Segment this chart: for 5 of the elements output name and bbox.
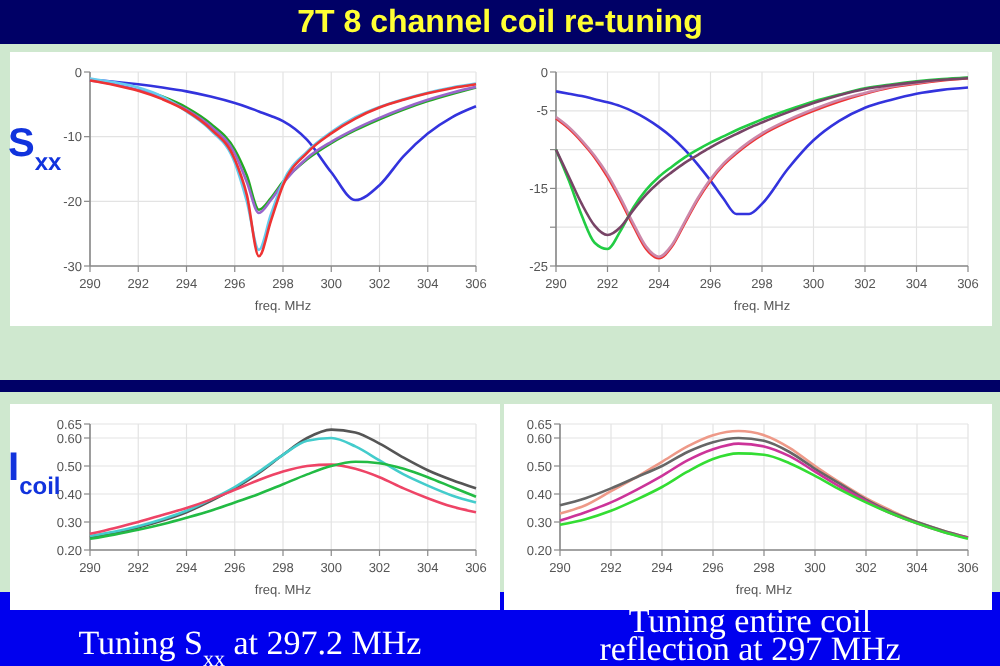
- text: Tuning S$_{xx}$ at 297.2 MHz: [78, 624, 423, 666]
- chart-title: 7T 8 channel coil re-tuning: [297, 6, 703, 40]
- line-series: [554, 86, 970, 216]
- text: Tuning entire coil reflection at 297 MHz: [599, 602, 902, 666]
- y-axis-title: S$_{xx}$: [8, 122, 63, 176]
